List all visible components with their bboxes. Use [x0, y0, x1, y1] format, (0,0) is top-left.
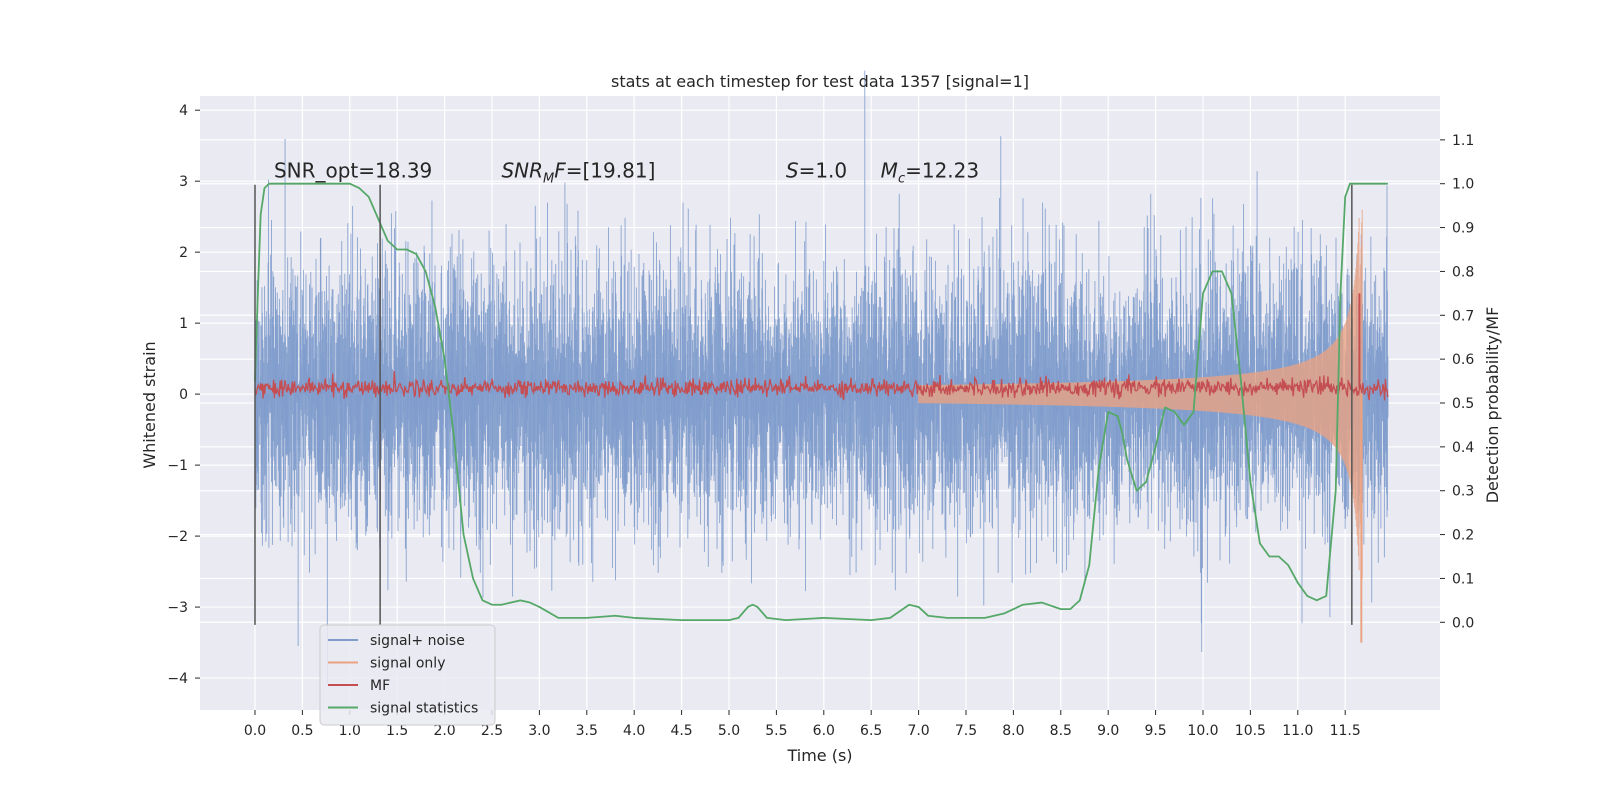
- y-right-tick-label: 0.7: [1452, 308, 1474, 324]
- annotation: S=1.0: [786, 159, 847, 183]
- x-tick-label: 0.0: [244, 723, 266, 739]
- x-tick-label: 11.0: [1282, 723, 1313, 739]
- x-tick-label: 5.0: [718, 723, 740, 739]
- mf-series: [254, 371, 1389, 401]
- y-left-tick-label: 1: [179, 316, 188, 332]
- legend-entry: MF: [370, 678, 390, 694]
- data-layer: [254, 70, 1389, 686]
- x-tick-label: 4.0: [623, 723, 645, 739]
- x-tick-label: 3.5: [576, 723, 598, 739]
- x-tick-label: 7.0: [907, 723, 929, 739]
- y-left-tick-label: −1: [167, 458, 188, 474]
- y-left-tick-label: 4: [179, 103, 188, 119]
- y-right-tick-label: 0.8: [1452, 264, 1474, 280]
- annotation: Mc=12.23: [881, 159, 979, 187]
- x-tick-label: 8.5: [1050, 723, 1072, 739]
- x-tick-label: 8.0: [1002, 723, 1024, 739]
- x-tick-label: 2.0: [433, 723, 455, 739]
- annotation: SNRMF=[19.81]: [501, 159, 655, 187]
- y-left-tick-label: 3: [179, 174, 188, 190]
- signal-statistics-series: [254, 182, 1388, 621]
- y-left-tick-label: −4: [167, 671, 188, 687]
- x-tick-label: 10.0: [1187, 723, 1218, 739]
- y-left-tick-label: −2: [167, 529, 188, 545]
- x-tick-label: 3.0: [528, 723, 550, 739]
- y-right-tick-label: 0.6: [1452, 352, 1474, 368]
- x-axis-label: Time (s): [786, 746, 852, 765]
- x-tick-label: 1.0: [339, 723, 361, 739]
- x-tick-label: 0.5: [291, 723, 313, 739]
- legend-entry: signal+ noise: [370, 633, 465, 649]
- y-right-tick-label: 0.3: [1452, 484, 1474, 500]
- y-left-axis-label: Whitened strain: [140, 341, 159, 468]
- x-tick-label: 6.5: [860, 723, 882, 739]
- y-right-tick-label: 0.0: [1452, 615, 1474, 631]
- x-tick-label: 4.5: [670, 723, 692, 739]
- x-tick-label: 2.5: [481, 723, 503, 739]
- y-right-tick-label: 1.1: [1452, 133, 1474, 149]
- x-tick-label: 9.0: [1097, 723, 1119, 739]
- chart-title: stats at each timestep for test data 135…: [611, 72, 1029, 91]
- y-right-tick-label: 0.9: [1452, 221, 1474, 237]
- x-tick-label: 10.5: [1235, 723, 1266, 739]
- annotations: SNR_opt=18.39 SNRMF=[19.81] S=1.0 Mc=12.23: [274, 159, 979, 187]
- y-left-tick-label: −3: [167, 600, 188, 616]
- x-tick-label: 11.5: [1330, 723, 1361, 739]
- y-right-tick-label: 1.0: [1452, 177, 1474, 193]
- legend-box: [319, 624, 496, 726]
- axes: 0.0 0.5 1.0 1.5 2.0 2.5 3.0 3.5 4.0 4.5 5.0 5.5 6.0 6…: [167, 103, 1474, 739]
- y-right-tick-label: 0.4: [1452, 440, 1474, 456]
- y-right-tick-label: 0.1: [1452, 571, 1474, 587]
- y-right-tick-label: 0.2: [1452, 528, 1474, 544]
- y-right-axis-label: Detection probability/MF: [1483, 307, 1502, 504]
- annotation: SNR_opt=18.39: [274, 159, 432, 183]
- legend-entry: signal statistics: [370, 701, 478, 717]
- y-left-tick-label: 0: [179, 387, 188, 403]
- x-tick-label: 5.5: [765, 723, 787, 739]
- legend: signal+ noise signal only MF signal statist…: [319, 624, 496, 726]
- y-left-tick-label: 2: [179, 245, 188, 261]
- y-right-tick-label: 0.5: [1452, 396, 1474, 412]
- x-tick-label: 6.0: [813, 723, 835, 739]
- x-tick-label: 7.5: [955, 723, 977, 739]
- x-tick-label: 1.5: [386, 723, 408, 739]
- x-tick-label: 9.5: [1144, 723, 1166, 739]
- legend-entry: signal only: [370, 656, 445, 672]
